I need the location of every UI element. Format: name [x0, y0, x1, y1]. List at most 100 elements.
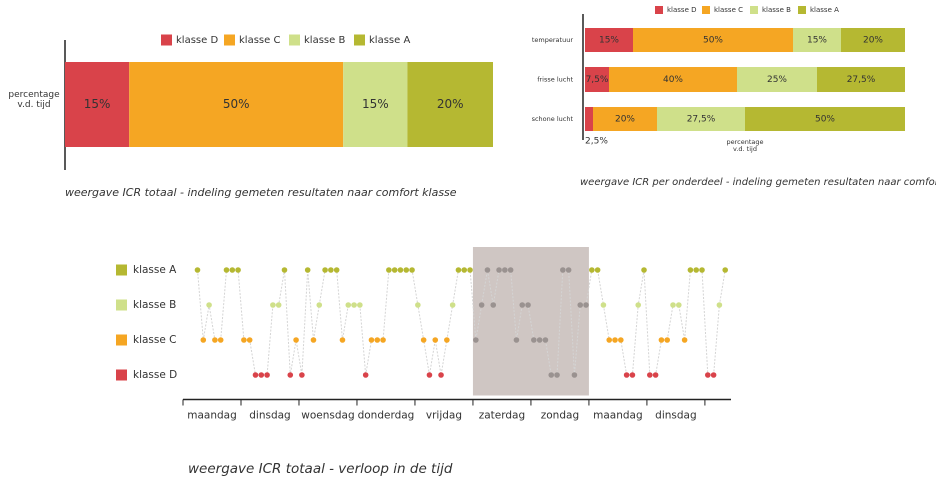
data-point	[531, 337, 537, 343]
legend-swatch	[750, 6, 758, 14]
caption: weergave ICR per onderdeel - indeling ge…	[580, 177, 936, 188]
data-point	[264, 372, 270, 378]
data-point	[351, 302, 357, 308]
caption: weergave ICR totaal - verloop in de tijd	[188, 461, 453, 477]
data-point	[519, 302, 526, 308]
y-tick-label: klasse B	[133, 299, 176, 311]
data-point	[345, 302, 352, 308]
value-label: 2,5%	[585, 137, 608, 147]
data-point	[362, 372, 369, 378]
data-point	[693, 267, 700, 273]
data-point	[299, 372, 305, 378]
data-point	[536, 337, 543, 343]
y-tick-label: klasse A	[133, 264, 177, 276]
category-label: temperatuur	[532, 36, 573, 44]
data-point	[287, 372, 294, 378]
data-point	[235, 267, 241, 273]
x-tick-label: maandag	[187, 410, 237, 422]
bar-segment	[585, 67, 609, 92]
x-axis-label: percentage v.d. tijd	[726, 138, 764, 154]
legend-label: klasse C	[714, 6, 743, 14]
data-point	[217, 337, 224, 343]
value-label: 50%	[223, 97, 250, 111]
legend-swatch	[224, 34, 235, 46]
data-point	[304, 267, 311, 273]
data-point	[710, 372, 717, 378]
data-point	[403, 267, 410, 273]
data-point	[206, 302, 212, 308]
legend-swatch	[116, 299, 127, 311]
data-point	[420, 337, 427, 343]
data-point	[432, 337, 439, 343]
bar-segment	[745, 107, 905, 131]
data-point	[449, 302, 456, 308]
data-point	[438, 372, 444, 378]
data-point	[565, 267, 572, 273]
data-point	[444, 337, 450, 343]
data-point	[612, 337, 618, 343]
data-point	[212, 337, 218, 343]
data-point	[200, 337, 207, 343]
legend-label: klasse B	[304, 35, 345, 46]
data-point	[386, 267, 392, 273]
bar-segment	[817, 67, 905, 92]
data-point	[368, 337, 375, 343]
data-point	[670, 302, 676, 308]
legend-swatch	[116, 369, 127, 381]
data-point	[252, 372, 259, 378]
value-label: 15%	[599, 36, 619, 46]
bar-segment	[633, 28, 793, 52]
data-point	[455, 267, 462, 273]
data-point	[223, 267, 230, 273]
x-tick-label: dinsdag	[655, 410, 696, 422]
y-tick-label: klasse D	[133, 369, 177, 381]
value-label: 50%	[703, 36, 723, 46]
bar-segment	[343, 62, 408, 147]
data-point	[681, 337, 688, 343]
data-point	[641, 267, 647, 273]
data-point	[716, 302, 723, 308]
value-label: 20%	[863, 36, 883, 46]
data-point	[554, 372, 560, 378]
value-label: 15%	[807, 36, 827, 46]
data-point	[606, 337, 613, 343]
data-point	[333, 267, 340, 273]
data-point	[484, 267, 491, 273]
legend-label: klasse D	[176, 35, 218, 46]
legend-swatch	[655, 6, 663, 14]
legend-label: klasse C	[239, 35, 280, 46]
data-point	[281, 267, 288, 273]
data-point	[583, 302, 589, 308]
data-point	[310, 337, 317, 343]
data-point	[461, 267, 468, 273]
legend-swatch	[798, 6, 806, 14]
data-point	[705, 372, 711, 378]
legend-label: klasse A	[810, 6, 839, 14]
value-label: 25%	[767, 75, 787, 85]
data-point	[496, 267, 502, 273]
value-label: 20%	[437, 97, 464, 111]
data-point	[542, 337, 549, 343]
category-label: schone lucht	[532, 115, 574, 123]
bar-segment	[407, 62, 493, 147]
data-point	[357, 302, 363, 308]
x-tick-label: maandag	[593, 410, 643, 422]
legend-label: klasse A	[369, 35, 410, 46]
data-point	[548, 372, 555, 378]
data-point	[380, 337, 386, 343]
value-label: 27,5%	[847, 75, 876, 85]
data-point	[699, 267, 705, 273]
data-point	[415, 302, 421, 308]
data-point	[229, 267, 236, 273]
bar-segment	[129, 62, 344, 147]
bar-segment	[585, 28, 633, 52]
legend-swatch	[116, 334, 127, 346]
bar-segment	[65, 62, 130, 147]
data-point	[258, 372, 265, 378]
caption: weergave ICR totaal - indeling gemeten r…	[65, 186, 457, 199]
legend-swatch	[161, 34, 172, 46]
value-label: 15%	[84, 97, 111, 111]
data-point	[623, 372, 630, 378]
data-point	[589, 267, 595, 273]
